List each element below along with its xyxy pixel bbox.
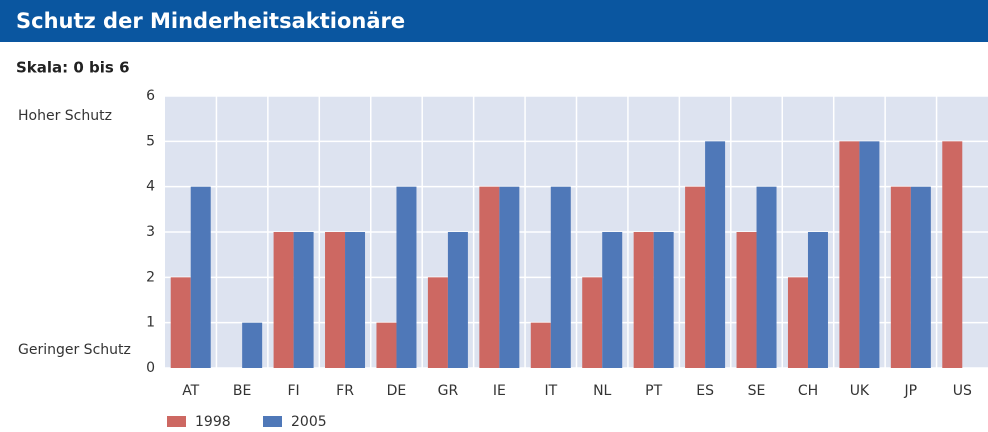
x-tick-label: AT xyxy=(182,383,199,399)
bar xyxy=(345,232,366,368)
bar xyxy=(530,322,551,368)
bar xyxy=(273,232,294,368)
bar xyxy=(170,277,191,368)
x-tick-label: FI xyxy=(288,383,300,399)
legend-label: 2005 xyxy=(291,414,327,430)
bar xyxy=(479,186,500,368)
y-tick-label: 0 xyxy=(146,360,155,376)
bar xyxy=(859,141,880,368)
bar xyxy=(756,186,777,368)
bar xyxy=(705,141,726,368)
bar xyxy=(807,232,828,368)
x-tick-label: US xyxy=(953,383,972,399)
annotation: Hoher Schutz xyxy=(18,108,112,124)
x-tick-label: PT xyxy=(645,383,662,399)
x-tick-label: DE xyxy=(387,383,407,399)
annotation: Geringer Schutz xyxy=(18,342,131,358)
legend-swatch xyxy=(167,416,186,427)
chart-title: Schutz der Minderheitsaktionäre xyxy=(16,9,405,33)
legend-swatch xyxy=(263,416,282,427)
bar xyxy=(910,186,931,368)
bar xyxy=(190,186,211,368)
bar xyxy=(582,277,603,368)
bar xyxy=(633,232,654,368)
bar xyxy=(396,186,417,368)
y-tick-label: 6 xyxy=(146,88,155,104)
bar xyxy=(653,232,674,368)
bar xyxy=(550,186,571,368)
header-bar xyxy=(0,0,988,42)
bar xyxy=(736,232,757,368)
bar xyxy=(890,186,911,368)
x-tick-label: IT xyxy=(544,383,557,399)
x-tick-label: CH xyxy=(798,383,818,399)
bar xyxy=(602,232,623,368)
bar xyxy=(942,141,963,368)
x-tick-label: UK xyxy=(850,383,870,399)
y-tick-label: 5 xyxy=(146,133,155,149)
x-tick-label: FR xyxy=(336,383,354,399)
bar xyxy=(325,232,346,368)
bar xyxy=(499,186,520,368)
y-tick-label: 2 xyxy=(146,269,155,285)
bar xyxy=(427,277,448,368)
bar xyxy=(447,232,468,368)
x-tick-label: NL xyxy=(593,383,611,399)
y-tick-label: 3 xyxy=(146,224,155,240)
bar xyxy=(376,322,397,368)
x-tick-label: JP xyxy=(904,383,918,399)
x-tick-label: IE xyxy=(493,383,506,399)
bar xyxy=(839,141,860,368)
bar xyxy=(242,322,263,368)
x-tick-label: ES xyxy=(696,383,714,399)
x-tick-label: GR xyxy=(438,383,459,399)
x-tick-label: SE xyxy=(748,383,766,399)
x-tick-label: BE xyxy=(233,383,251,399)
bar xyxy=(293,232,314,368)
bar xyxy=(787,277,808,368)
chart-subtitle: Skala: 0 bis 6 xyxy=(16,59,130,77)
legend-label: 1998 xyxy=(195,414,231,430)
y-tick-label: 1 xyxy=(146,315,155,331)
y-tick-label: 4 xyxy=(146,179,155,195)
bar xyxy=(685,186,706,368)
